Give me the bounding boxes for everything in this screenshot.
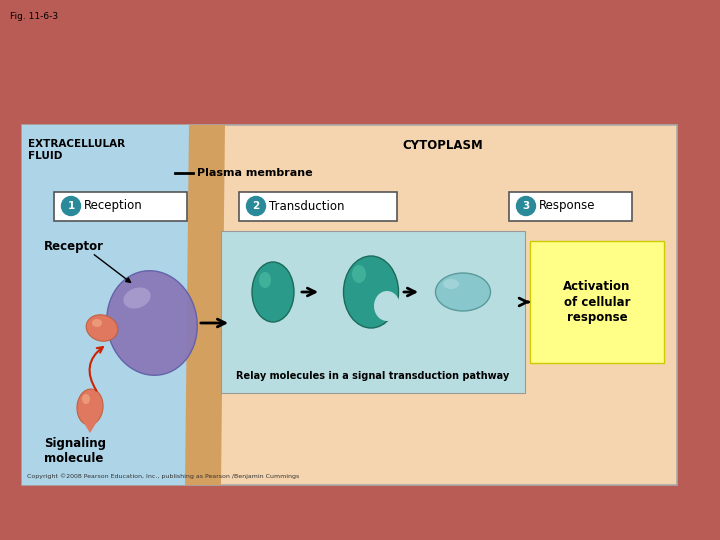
FancyBboxPatch shape	[508, 192, 631, 220]
Text: Receptor: Receptor	[44, 240, 104, 253]
Text: Reception: Reception	[84, 199, 143, 213]
Ellipse shape	[259, 272, 271, 288]
Text: Relay molecules in a signal transduction pathway: Relay molecules in a signal transduction…	[236, 371, 510, 381]
Ellipse shape	[374, 291, 400, 321]
Ellipse shape	[92, 319, 102, 327]
Polygon shape	[185, 125, 225, 485]
Text: Signaling
molecule: Signaling molecule	[44, 437, 106, 465]
FancyBboxPatch shape	[22, 125, 207, 485]
FancyBboxPatch shape	[22, 125, 677, 485]
Ellipse shape	[352, 265, 366, 283]
Text: EXTRACELLULAR: EXTRACELLULAR	[28, 139, 125, 149]
Circle shape	[246, 197, 266, 215]
Text: CYTOPLASM: CYTOPLASM	[402, 139, 482, 152]
Text: 3: 3	[523, 201, 530, 211]
Ellipse shape	[343, 256, 398, 328]
Ellipse shape	[123, 287, 150, 308]
FancyBboxPatch shape	[53, 192, 186, 220]
FancyBboxPatch shape	[530, 241, 664, 363]
Text: Response: Response	[539, 199, 595, 213]
Circle shape	[61, 197, 81, 215]
Text: Copyright ©2008 Pearson Education, Inc., publishing as Pearson /Benjamin Cumming: Copyright ©2008 Pearson Education, Inc.,…	[27, 474, 300, 479]
Ellipse shape	[436, 273, 490, 311]
Ellipse shape	[82, 394, 90, 404]
Text: FLUID: FLUID	[28, 151, 63, 161]
Text: Activation
of cellular
response: Activation of cellular response	[563, 280, 631, 323]
Circle shape	[516, 197, 536, 215]
Polygon shape	[82, 420, 98, 433]
Text: Fig. 11-6-3: Fig. 11-6-3	[10, 12, 58, 21]
FancyBboxPatch shape	[221, 231, 525, 393]
FancyBboxPatch shape	[238, 192, 397, 220]
Ellipse shape	[77, 389, 103, 425]
Text: Plasma membrane: Plasma membrane	[197, 168, 312, 178]
Text: 2: 2	[253, 201, 260, 211]
Ellipse shape	[443, 279, 459, 289]
Ellipse shape	[107, 271, 197, 375]
Ellipse shape	[252, 262, 294, 322]
Text: Transduction: Transduction	[269, 199, 344, 213]
Text: 1: 1	[68, 201, 75, 211]
Ellipse shape	[86, 315, 118, 341]
